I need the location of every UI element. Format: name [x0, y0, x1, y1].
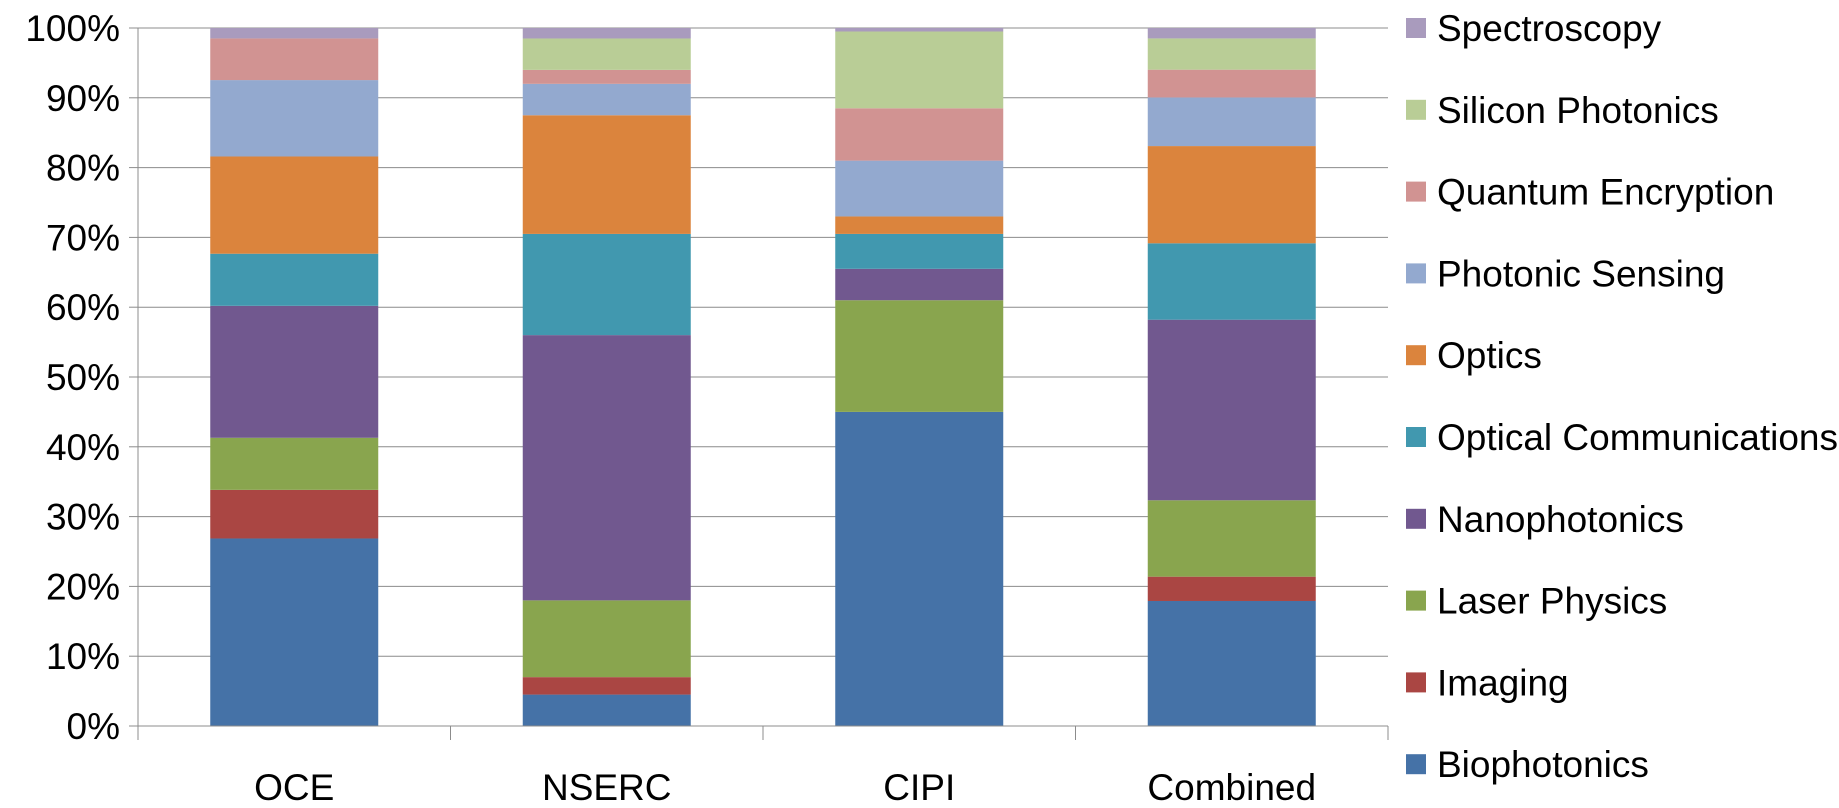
x-axis-category-labels: OCE NSERC CIPI Combined	[254, 767, 1316, 808]
legend-label: Laser Physics	[1437, 581, 1667, 622]
y-tick-label: 50%	[46, 357, 120, 398]
bar-segment-optical-communications	[210, 253, 379, 306]
legend-label: Spectroscopy	[1437, 8, 1662, 49]
bar-segment-photonic-sensing	[522, 83, 691, 116]
bar-segment-nanophotonics	[1147, 319, 1316, 501]
bar-segment-laser-physics	[1147, 500, 1316, 577]
y-tick-label: 60%	[46, 287, 120, 328]
legend-swatch	[1406, 18, 1426, 38]
bar-segment-optics	[1147, 146, 1316, 244]
legend: Spectroscopy Silicon Photonics Quantum Enc…	[1406, 8, 1838, 785]
x-category-label: OCE	[254, 767, 334, 808]
legend-label: Quantum Encryption	[1437, 172, 1774, 213]
legend-swatch	[1406, 508, 1426, 529]
legend-swatch	[1406, 263, 1426, 284]
legend-swatch	[1406, 99, 1426, 120]
y-tick-label: 10%	[46, 636, 120, 677]
bar-segment-photonic-sensing	[835, 160, 1004, 217]
bar-segment-silicon-photonics	[1147, 38, 1316, 70]
legend-swatch	[1406, 427, 1426, 447]
bar-segment-optical-communications	[835, 233, 1004, 269]
bar-segment-spectroscopy	[522, 28, 691, 39]
x-category-label: CIPI	[883, 767, 955, 808]
bar-segment-spectroscopy	[210, 28, 379, 39]
bar-segment-nanophotonics	[210, 305, 379, 438]
bar-segment-laser-physics	[835, 300, 1004, 412]
bar-stacks	[210, 28, 1316, 726]
legend-label: Optical Communications	[1437, 417, 1838, 458]
legend-swatch	[1406, 672, 1426, 693]
legend-swatch	[1406, 181, 1426, 202]
y-tick-label: 20%	[46, 566, 120, 607]
y-tick-label: 30%	[46, 497, 120, 538]
bar-segment-photonic-sensing	[1147, 97, 1316, 147]
bar-segment-nanophotonics	[835, 268, 1004, 301]
x-category-label: NSERC	[542, 767, 672, 808]
y-tick-label: 100%	[25, 8, 120, 49]
legend-label: Imaging	[1437, 662, 1569, 703]
axes	[129, 27, 1389, 740]
bar-segment-biophotonics	[835, 411, 1004, 726]
bar-segment-spectroscopy	[835, 28, 1004, 32]
bar-segment-quantum-encryption	[210, 38, 379, 81]
y-tick-label: 70%	[46, 217, 120, 258]
legend-swatch	[1406, 345, 1426, 366]
bar-segment-laser-physics	[522, 600, 691, 678]
bar-segment-laser-physics	[210, 437, 379, 490]
bar-segment-silicon-photonics	[522, 38, 691, 70]
bar-segment-photonic-sensing	[210, 80, 379, 157]
bar-segment-optics	[835, 216, 1004, 234]
bar-segment-quantum-encryption	[522, 69, 691, 84]
bar-segment-imaging	[1147, 576, 1316, 601]
legend-label: Biophotonics	[1437, 744, 1649, 785]
bar-segment-optics	[210, 156, 379, 254]
bar-segment-imaging	[210, 489, 379, 539]
bar-segment-imaging	[522, 677, 691, 695]
y-axis-tick-labels: 0% 10% 20% 30% 40% 50% 60% 70% 80% 90% 100%	[25, 8, 120, 747]
legend-swatch	[1406, 754, 1426, 775]
bar-segment-optics	[522, 115, 691, 234]
legend-label: Optics	[1437, 335, 1542, 376]
legend-label: Silicon Photonics	[1437, 90, 1719, 131]
y-tick-label: 80%	[46, 148, 120, 189]
bar-segment-silicon-photonics	[835, 31, 1004, 109]
bar-segment-quantum-encryption	[1147, 69, 1316, 98]
bar-segment-quantum-encryption	[835, 108, 1004, 161]
y-tick-label: 90%	[46, 78, 120, 119]
y-tick-label: 40%	[46, 427, 120, 468]
x-category-label: Combined	[1147, 767, 1316, 808]
bar-segment-biophotonics	[1147, 600, 1316, 726]
bar-segment-nanophotonics	[522, 335, 691, 601]
legend-label: Photonic Sensing	[1437, 253, 1725, 294]
bar-segment-biophotonics	[522, 694, 691, 726]
bar-segment-biophotonics	[210, 538, 379, 726]
bar-segment-spectroscopy	[1147, 28, 1316, 39]
legend-label: Nanophotonics	[1437, 499, 1684, 540]
bar-segment-optical-communications	[1147, 243, 1316, 320]
y-tick-label: 0%	[67, 706, 120, 747]
bar-segment-optical-communications	[522, 233, 691, 336]
legend-swatch	[1406, 590, 1426, 611]
